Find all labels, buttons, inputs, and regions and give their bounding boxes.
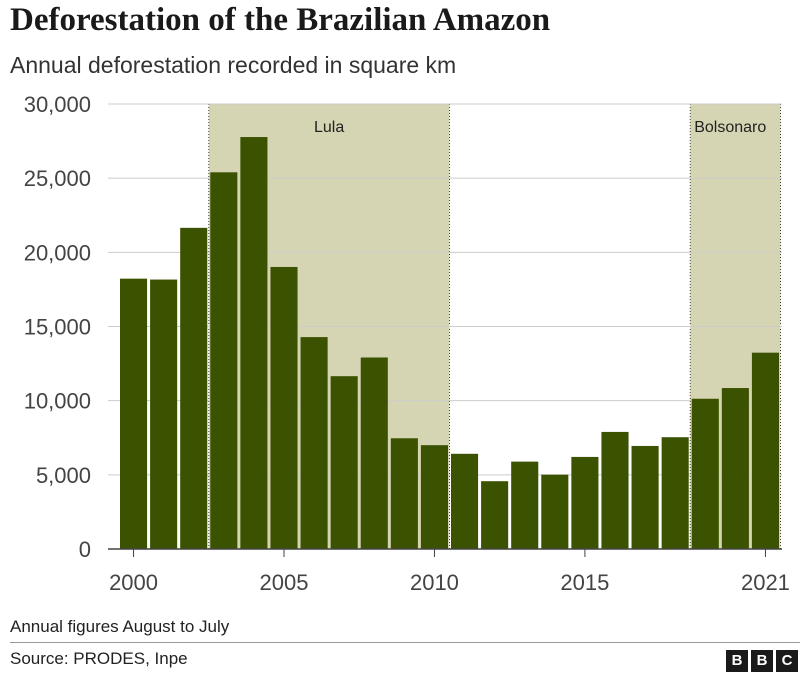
x-tick-label: 2000	[109, 570, 158, 595]
bar-2014	[541, 474, 569, 549]
footer-divider	[10, 642, 800, 643]
bbc-logo-letter: B	[726, 650, 748, 672]
bar-2017	[631, 445, 659, 549]
bar-2008	[360, 357, 388, 549]
bar-2004	[240, 137, 268, 550]
bar-2012	[481, 481, 509, 549]
bar-2016	[601, 431, 629, 549]
period-label: Bolsonaro	[694, 119, 766, 136]
period-label: Lula	[314, 119, 344, 136]
x-tick-label: 2010	[410, 570, 459, 595]
y-tick-label: 25,000	[24, 166, 91, 191]
bar-2018	[661, 437, 689, 549]
chart-subtitle: Annual deforestation recorded in square …	[10, 52, 457, 78]
y-tick-label: 15,000	[24, 315, 91, 340]
bar-2005	[270, 266, 298, 549]
chart-title: Deforestation of the Brazilian Amazon	[10, 2, 551, 38]
source-text: Source: PRODES, Inpe	[10, 649, 188, 668]
x-tick-label: 2015	[560, 570, 609, 595]
bar-2001	[150, 279, 178, 549]
y-tick-label: 0	[79, 537, 91, 562]
y-tick-label: 20,000	[24, 240, 91, 265]
bar-2020	[721, 388, 749, 549]
bbc-logo-letter: B	[751, 650, 773, 672]
bar-2003	[210, 172, 238, 549]
bar-2019	[691, 398, 719, 549]
bar-2006	[300, 337, 328, 549]
bbc-logo-letter: C	[776, 650, 798, 672]
x-tick-label: 2005	[260, 570, 309, 595]
y-tick-label: 30,000	[24, 92, 91, 117]
x-tick-label: 2021	[741, 570, 790, 595]
bar-2015	[571, 456, 599, 549]
bar-2002	[180, 227, 208, 549]
bar-2000	[120, 278, 148, 549]
bar-2011	[451, 453, 479, 549]
bar-2010	[420, 445, 448, 549]
bar-2007	[330, 376, 358, 549]
bar-2021	[751, 352, 779, 549]
bar-chart: Lula Bolsonaro 0 5,000 10,000 15,000 20,000 25,…	[24, 92, 790, 595]
bar-2013	[511, 461, 539, 549]
y-tick-label: 5,000	[36, 463, 91, 488]
bbc-logo: B B C	[726, 650, 798, 672]
bar-2009	[390, 438, 418, 549]
footnote: Annual figures August to July	[10, 617, 230, 636]
y-tick-label: 10,000	[24, 389, 91, 414]
